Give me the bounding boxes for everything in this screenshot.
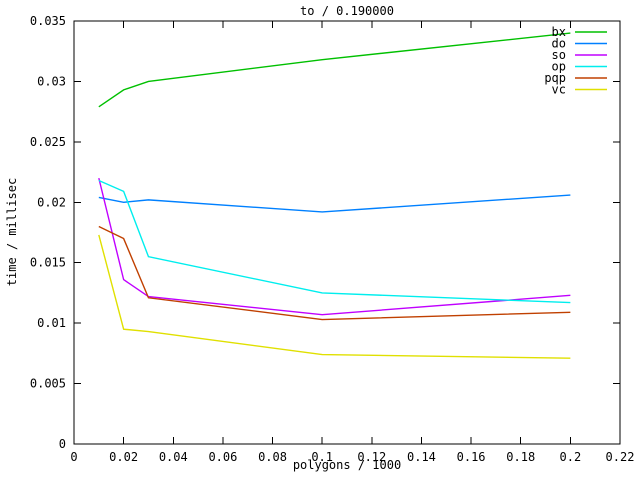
- series-lines: [98, 32, 571, 359]
- series-line-so: [98, 177, 571, 316]
- x-tick-label: 0.04: [159, 450, 188, 464]
- y-tick-label: 0.035: [30, 14, 66, 28]
- series-line-pqp: [98, 225, 571, 321]
- y-axis-label: time / millisec: [5, 178, 19, 286]
- x-tick-label: 0.1: [311, 450, 333, 464]
- plot-border: [73, 20, 621, 445]
- y-tick-label: 0.005: [30, 377, 66, 391]
- x-tick-label: 0.22: [606, 450, 635, 464]
- y-tick-label: 0.03: [37, 74, 66, 88]
- x-tick-label: 0: [70, 450, 77, 464]
- y-tick-label: 0: [59, 437, 66, 451]
- legend-label-do: do: [552, 37, 566, 51]
- y-tick-label: 0.015: [30, 256, 66, 270]
- y-tick-label: 0.025: [30, 135, 66, 149]
- legend-label-op: op: [552, 60, 566, 74]
- series-line-do: [98, 194, 571, 213]
- x-tick-label: 0.12: [357, 450, 386, 464]
- axes-and-ticks: 0 0.02 0.04 0.06 0.08 0.1 0.12 0.14 0.16 0.18 0.2 0…: [30, 14, 635, 464]
- x-tick-label: 0.18: [506, 450, 535, 464]
- legend-label-so: so: [552, 48, 566, 62]
- y-tick-label: 0.02: [37, 195, 66, 209]
- x-axis-label: polygons / 1000: [293, 458, 401, 472]
- x-tick-label: 0.16: [457, 450, 486, 464]
- y-tick-label: 0.01: [37, 316, 66, 330]
- series-line-op: [98, 179, 571, 304]
- x-tick-label: 0.02: [109, 450, 138, 464]
- chart-title: to / 0.190000: [300, 4, 394, 18]
- x-tick-label: 0.08: [258, 450, 287, 464]
- x-tick-label: 0.06: [208, 450, 237, 464]
- series-line-bx: [98, 32, 571, 108]
- legend-label-bx: bx: [552, 25, 566, 39]
- x-tick-label: 0.2: [560, 450, 582, 464]
- x-tick-label: 0.14: [407, 450, 436, 464]
- legend-label-pqp: pqp: [544, 71, 566, 85]
- legend-label-vc: vc: [552, 83, 566, 97]
- series-line-vc: [98, 234, 571, 359]
